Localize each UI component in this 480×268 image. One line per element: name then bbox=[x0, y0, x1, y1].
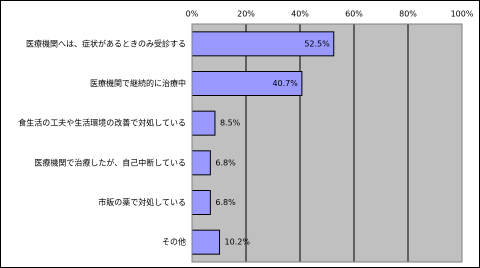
x-tick-label: 60% bbox=[345, 10, 363, 19]
y-tick-label: 市販の薬で対処している bbox=[98, 197, 186, 207]
plot-area bbox=[192, 24, 462, 262]
bar bbox=[191, 190, 211, 215]
value-label: 52.5% bbox=[304, 39, 330, 48]
y-tick-label: 医療機関で治療したが、自己中断している bbox=[34, 157, 186, 167]
value-label: 40.7% bbox=[272, 79, 298, 88]
y-tick-label: 医療機関で継続的に治療中 bbox=[90, 78, 186, 88]
value-label: 6.8% bbox=[215, 198, 236, 207]
bar bbox=[191, 71, 303, 96]
y-tick-label: 食生活の工夫や生活環境の改善で対処している bbox=[18, 118, 186, 128]
x-tick-label: 20% bbox=[237, 10, 255, 19]
x-tick-label: 40% bbox=[291, 10, 309, 19]
x-tick-label: 80% bbox=[399, 10, 417, 19]
value-label: 10.2% bbox=[225, 238, 251, 247]
bar bbox=[191, 110, 216, 136]
x-tick-label: 100% bbox=[451, 10, 474, 19]
bar bbox=[191, 150, 211, 176]
x-tick-label: 0% bbox=[186, 10, 199, 19]
bar bbox=[191, 229, 221, 255]
value-label: 6.8% bbox=[215, 158, 236, 167]
y-tick-label: 医療機関へは、症状があるときのみ受診する bbox=[26, 38, 186, 48]
plot-border bbox=[191, 23, 463, 263]
value-label: 8.5% bbox=[220, 119, 241, 128]
y-tick-label: その他 bbox=[162, 237, 186, 247]
